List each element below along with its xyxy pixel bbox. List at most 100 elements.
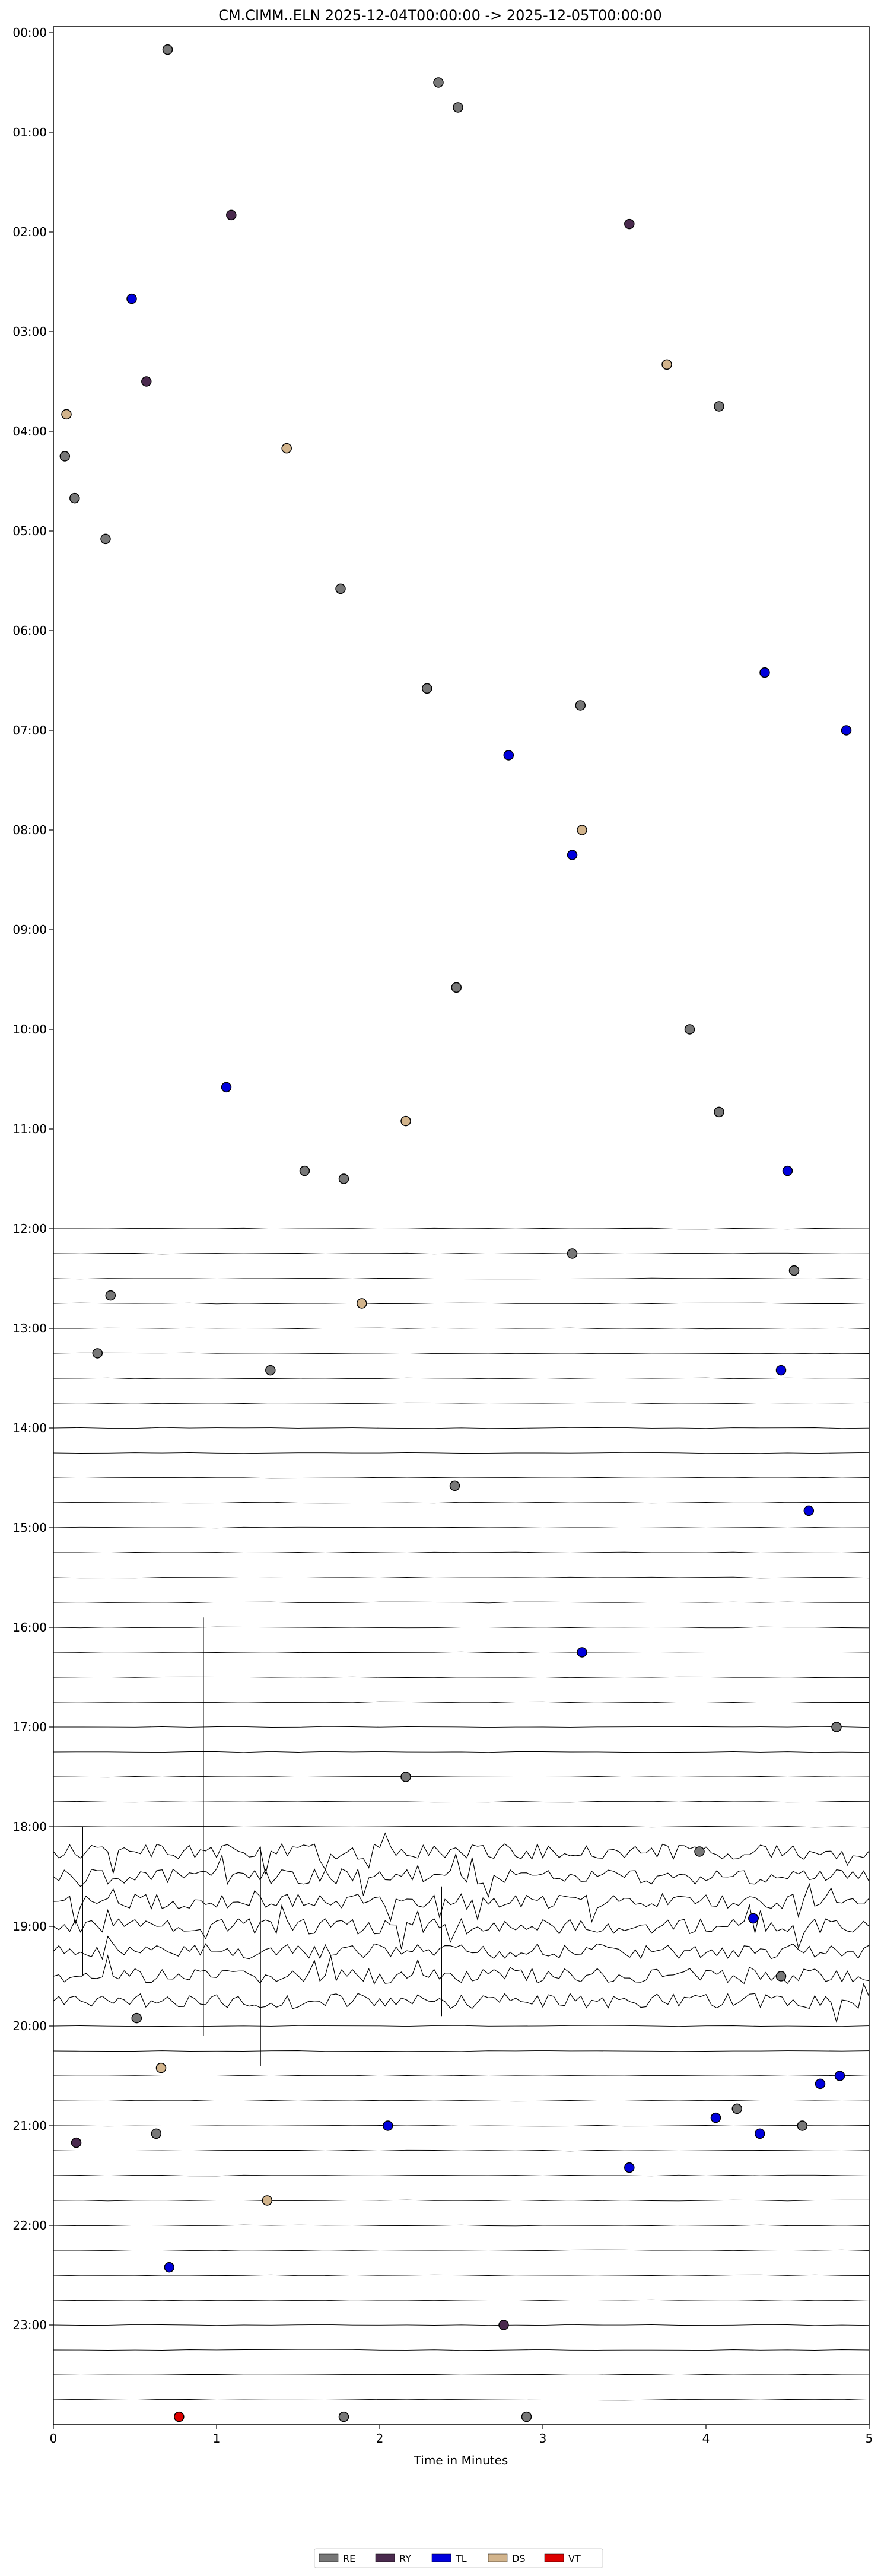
event-point-re <box>151 2128 162 2139</box>
event-point-ry <box>141 376 152 387</box>
legend-swatch-ry <box>375 2553 395 2562</box>
y-tick-label: 22:00 <box>12 2218 47 2232</box>
legend-label-re: RE <box>343 2553 355 2564</box>
y-tick-label: 15:00 <box>12 1521 47 1535</box>
event-point-re <box>69 492 80 504</box>
event-point-ds <box>400 1115 411 1127</box>
trace-row <box>53 1726 870 1728</box>
trace-row <box>53 1852 870 1898</box>
event-point-re <box>162 44 173 55</box>
event-point-tl <box>759 667 770 678</box>
y-tick-label: 08:00 <box>12 823 47 837</box>
event-markers <box>59 44 852 2422</box>
event-point-ds <box>155 2062 167 2073</box>
event-point-re <box>92 1348 103 1359</box>
event-point-tl <box>755 2128 765 2139</box>
trace-row <box>53 1427 870 1429</box>
y-tick-label: 03:00 <box>12 325 47 339</box>
event-point-re <box>451 982 462 993</box>
event-point-tl <box>164 2262 175 2273</box>
event-point-ds <box>61 409 72 420</box>
trace-row <box>53 2324 870 2326</box>
trace-row <box>53 1626 870 1629</box>
event-point-re <box>338 2411 349 2422</box>
trace-row <box>53 2299 870 2301</box>
event-point-tl <box>782 1165 793 1176</box>
event-point-re <box>449 1480 460 1491</box>
y-tick-label: 16:00 <box>12 1620 47 1634</box>
trace-row <box>53 1327 870 1330</box>
event-point-ds <box>281 443 292 454</box>
y-tick-label: 02:00 <box>12 225 47 239</box>
event-point-tl <box>710 2112 721 2123</box>
event-point-tl <box>775 1365 787 1376</box>
plot-frame <box>53 26 870 2425</box>
event-point-tl <box>221 1082 232 1093</box>
event-point-re <box>797 2120 808 2131</box>
event-point-re <box>714 1106 724 1118</box>
event-point-tl <box>126 293 137 304</box>
event-point-re <box>105 1290 116 1301</box>
event-point-re <box>433 77 444 88</box>
y-tick-label: 21:00 <box>12 2119 47 2133</box>
event-point-re <box>299 1165 310 1176</box>
trace-row <box>53 2125 870 2127</box>
trace-row <box>53 1477 870 1479</box>
event-point-re <box>831 1722 842 1732</box>
x-tick-label: 1 <box>213 2431 221 2445</box>
trace-row <box>53 1601 869 1604</box>
y-tick-label: 12:00 <box>12 1222 47 1236</box>
event-point-tl <box>748 1913 759 1924</box>
trace-row <box>53 2374 870 2376</box>
trace-row <box>53 1776 870 1778</box>
trace-row <box>53 2399 870 2401</box>
legend-label-ry: RY <box>399 2553 411 2564</box>
x-tick-label: 4 <box>702 2431 710 2445</box>
x-tick-label: 3 <box>539 2431 547 2445</box>
event-point-tl <box>815 2078 826 2090</box>
legend-swatch-re <box>319 2553 339 2562</box>
trace-row <box>53 1801 870 1803</box>
trace-row <box>53 2174 870 2177</box>
event-point-tl <box>503 750 514 761</box>
event-point-ry <box>624 218 635 230</box>
y-axis: 00:00 01:00 02:00 03:00 04:00 05:00 06:00 07:00… <box>12 26 53 2332</box>
event-point-tl <box>567 850 578 860</box>
event-point-tl <box>803 1505 815 1516</box>
chart-title: CM.CIMM..ELN 2025-12-04T00:00:00 -> 2025… <box>218 7 662 24</box>
trace-row <box>53 2100 870 2102</box>
legend-box <box>314 2548 603 2568</box>
event-point-re <box>131 2012 142 2024</box>
trace-row <box>53 1352 870 1354</box>
seismic-traces <box>53 1227 870 2401</box>
event-point-re <box>775 1971 787 1982</box>
y-tick-label: 18:00 <box>12 1820 47 1834</box>
trace-row <box>53 1402 870 1404</box>
event-point-re <box>335 583 346 594</box>
trace-row <box>53 1551 870 1554</box>
event-point-ry <box>226 209 237 221</box>
event-point-ry <box>498 2320 509 2330</box>
trace-row <box>53 2075 870 2077</box>
trace-row <box>53 2199 869 2202</box>
y-tick-label: 07:00 <box>12 723 47 737</box>
event-point-re <box>453 102 463 113</box>
trace-row <box>53 2249 870 2251</box>
event-point-re <box>521 2411 532 2422</box>
legend: RE RY TL DS VT <box>314 2548 603 2568</box>
event-point-re <box>59 451 71 462</box>
y-tick-label: 23:00 <box>12 2318 47 2332</box>
legend-swatch-tl <box>431 2553 451 2562</box>
event-point-re <box>684 1024 695 1035</box>
y-tick-label: 11:00 <box>12 1122 47 1136</box>
event-point-ds <box>661 359 672 370</box>
y-tick-label: 01:00 <box>12 125 47 139</box>
y-tick-label: 05:00 <box>12 524 47 538</box>
trace-row <box>53 2050 870 2052</box>
trace-row <box>53 1935 870 1960</box>
event-point-re <box>694 1846 705 1857</box>
trace-row <box>53 2274 870 2276</box>
trace-row <box>53 1302 870 1305</box>
x-tick-label: 5 <box>866 2431 873 2445</box>
event-point-re <box>400 1772 411 1782</box>
